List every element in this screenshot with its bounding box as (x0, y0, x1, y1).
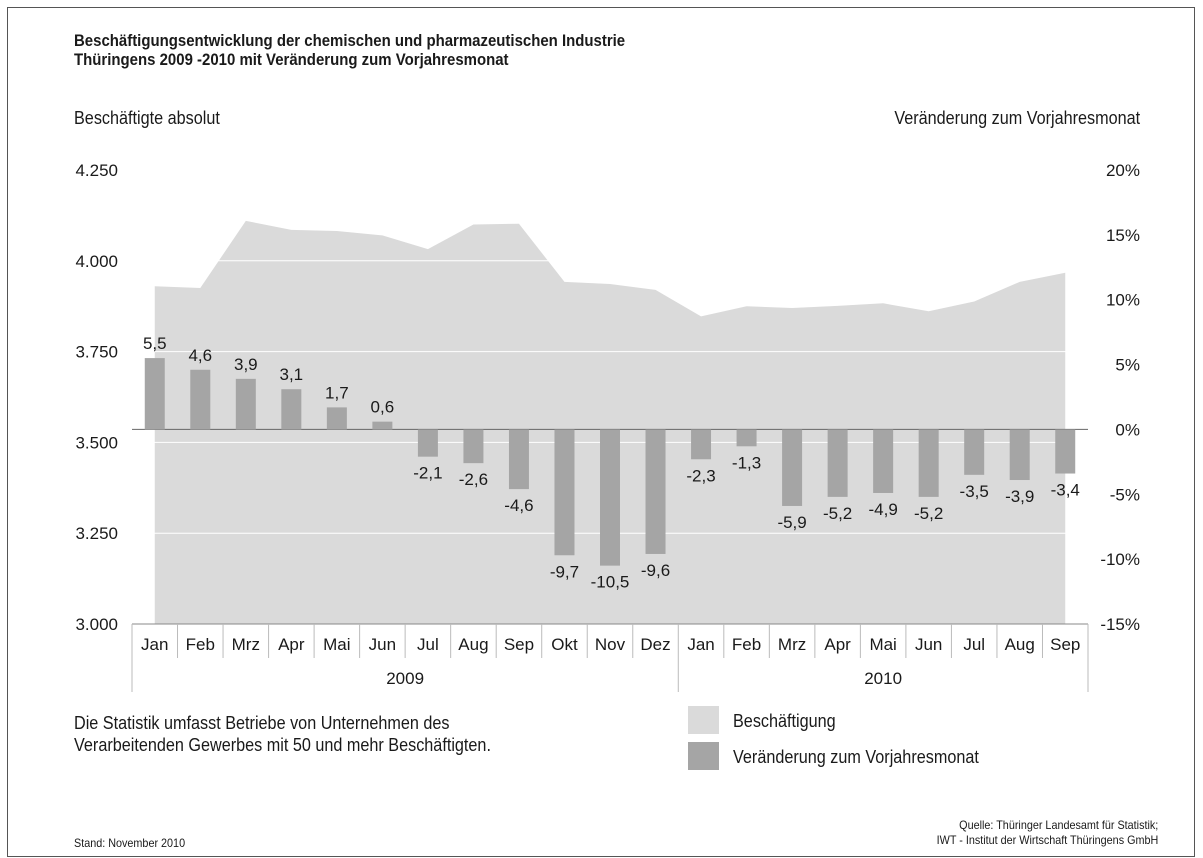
bar-value-label: -1,3 (732, 453, 761, 472)
change-bar (326, 407, 347, 430)
source-note: Quelle: Thüringer Landesamt für Statisti… (936, 818, 1158, 848)
legend-swatch-bars (688, 742, 719, 770)
x-tick-label: Mai (869, 635, 896, 654)
x-tick-label: Mai (323, 635, 350, 654)
right-axis-title: Veränderung zum Vorjahresmonat (894, 108, 1140, 128)
right-tick-label: -5% (1110, 485, 1140, 504)
change-bar (918, 429, 939, 497)
bar-value-label: -3,9 (1005, 487, 1034, 506)
left-axis-title: Beschäftigte absolut (74, 108, 220, 128)
employment-area (154, 220, 1066, 624)
x-tick-label: Okt (551, 635, 578, 654)
x-tick-label: Feb (732, 635, 761, 654)
x-tick-label: Dez (640, 635, 670, 654)
change-bar (964, 429, 985, 475)
bar-value-label: -5,2 (914, 504, 943, 523)
legend-swatch-area (688, 706, 719, 734)
change-bar (873, 429, 894, 493)
bar-value-label: -3,5 (960, 482, 989, 501)
x-tick-label: Jun (369, 635, 396, 654)
footnote-line1: Die Statistik umfasst Betriebe von Unter… (74, 713, 450, 733)
legend-label-bars: Veränderung zum Vorjahresmonat (733, 747, 979, 767)
x-tick-label: Jul (963, 635, 985, 654)
x-tick-label: Aug (458, 635, 488, 654)
change-bar (463, 429, 484, 464)
bar-value-label: -9,6 (641, 561, 670, 580)
legend-label-area: Beschäftigung (733, 711, 836, 731)
change-bar (281, 389, 302, 430)
x-tick-label: Sep (504, 635, 534, 654)
change-bar (600, 429, 620, 566)
change-bar (508, 429, 529, 490)
x-tick-label: Jan (687, 635, 714, 654)
change-bar (782, 429, 803, 506)
change-bar (827, 429, 848, 497)
change-bar (190, 369, 211, 430)
bar-value-label: 5,5 (143, 334, 167, 353)
right-tick-label: 0% (1115, 420, 1140, 439)
right-tick-label: 20% (1106, 161, 1140, 180)
bar-value-label: -2,3 (686, 466, 715, 485)
bar-value-label: 4,6 (188, 346, 212, 365)
change-bar (645, 429, 666, 554)
x-tick-label: Mrz (778, 635, 806, 654)
right-tick-label: 5% (1115, 356, 1140, 375)
left-tick-label: 3.250 (75, 524, 118, 543)
change-bar (554, 429, 575, 556)
left-tick-label: 4.250 (75, 161, 118, 180)
x-tick-label: Sep (1050, 635, 1080, 654)
change-bar (144, 358, 165, 430)
bar-value-label: -3,4 (1051, 481, 1080, 500)
chart-title: Beschäftigungsentwicklung der chemischen… (74, 31, 625, 69)
x-tick-label: Nov (595, 635, 626, 654)
bar-value-label: 3,1 (280, 365, 304, 384)
left-tick-label: 4.000 (75, 252, 118, 271)
x-tick-label: Jan (141, 635, 168, 654)
left-tick-label: 3.000 (75, 615, 118, 634)
bar-value-label: 1,7 (325, 383, 349, 402)
bar-value-label: 0,6 (371, 398, 395, 417)
x-tick-label: Mrz (232, 635, 260, 654)
change-bar (691, 429, 712, 460)
footnote-line2: Verarbeitenden Gewerbes mit 50 und mehr … (74, 735, 491, 755)
stand-date: Stand: November 2010 (74, 836, 186, 850)
x-tick-label: Apr (278, 635, 305, 654)
change-bar (736, 429, 757, 447)
change-bar (1009, 429, 1030, 481)
left-tick-label: 3.750 (75, 343, 118, 362)
source-line1: Quelle: Thüringer Landesamt für Statisti… (958, 818, 1158, 832)
x-tick-label: Feb (186, 635, 215, 654)
change-bar (372, 421, 393, 430)
right-tick-label: 10% (1106, 291, 1140, 310)
bar-value-label: -2,1 (413, 464, 442, 483)
x-tick-label: Apr (824, 635, 851, 654)
footnote: Die Statistik umfasst Betriebe von Unter… (74, 712, 491, 756)
bar-value-label: -2,6 (459, 470, 488, 489)
source-line2: IWT - Institut der Wirtschaft Thüringens… (936, 833, 1158, 847)
x-tick-label: Jul (417, 635, 439, 654)
year-group-label: 2009 (386, 669, 424, 688)
bar-value-label: -9,7 (550, 562, 579, 581)
change-bar (417, 429, 438, 457)
year-group-label: 2010 (864, 669, 902, 688)
bar-value-label: -4,9 (868, 500, 897, 519)
change-bar (235, 378, 256, 430)
bar-value-label: -4,6 (504, 496, 533, 515)
x-tick-label: Jun (915, 635, 942, 654)
chart-title-line1: Beschäftigungsentwicklung der chemischen… (74, 31, 626, 50)
bar-value-label: 3,9 (234, 355, 258, 374)
bar-value-label: -5,2 (823, 504, 852, 523)
chart-frame (7, 7, 1195, 857)
change-bar (1055, 429, 1076, 474)
right-tick-label: -15% (1100, 615, 1140, 634)
bar-value-label: -10,5 (591, 573, 630, 592)
x-tick-label: Aug (1005, 635, 1035, 654)
chart-title-line2: Thüringens 2009 -2010 mit Veränderung zu… (74, 50, 509, 69)
bar-value-label: -5,9 (777, 513, 806, 532)
left-tick-label: 3.500 (75, 433, 118, 452)
right-tick-label: 15% (1106, 226, 1140, 245)
right-tick-label: -10% (1100, 550, 1140, 569)
